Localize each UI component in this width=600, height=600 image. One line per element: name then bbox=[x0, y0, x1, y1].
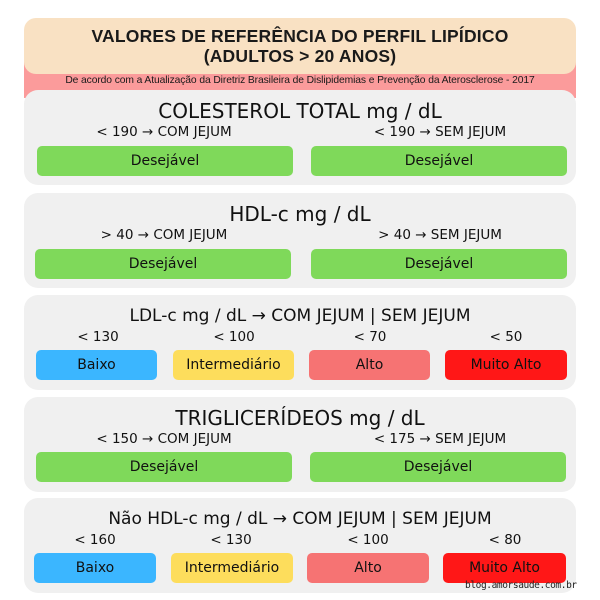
badge-alto: Alto bbox=[309, 350, 430, 380]
label-sem-jejum: > 40 → SEM JEJUM bbox=[378, 227, 502, 243]
card-title: LDL-c mg / dL → COM JEJUM | SEM JEJUM bbox=[129, 306, 471, 326]
label-com-jejum: > 40 → COM JEJUM bbox=[100, 227, 228, 243]
badge-intermediario: Intermediário bbox=[173, 350, 294, 380]
card-colesterol-total: COLESTEROL TOTAL mg / dL < 190 → COM JEJ… bbox=[24, 90, 576, 185]
badge-baixo: Baixo bbox=[36, 350, 157, 380]
level-value: < 130 bbox=[210, 532, 252, 548]
label-sem-jejum: < 190 → SEM JEJUM bbox=[373, 124, 507, 140]
header-panel: VALORES DE REFERÊNCIA DO PERFIL LIPÍDICO… bbox=[24, 18, 576, 74]
badge-desejavel-com-jejum: Desejável bbox=[35, 249, 291, 279]
level-value: < 100 bbox=[213, 329, 255, 345]
badge-muito-alto: Muito Alto bbox=[445, 350, 567, 380]
level-value: < 130 bbox=[77, 329, 119, 345]
card-title: HDL-c mg / dL bbox=[229, 202, 371, 226]
badge-desejavel-sem-jejum: Desejável bbox=[311, 146, 567, 176]
title-line-1: VALORES DE REFERÊNCIA DO PERFIL LIPÍDICO bbox=[91, 26, 509, 46]
card-ldl: LDL-c mg / dL → COM JEJUM | SEM JEJUM < … bbox=[24, 295, 576, 390]
level-value: < 70 bbox=[353, 329, 387, 345]
card-title: TRIGLICERÍDEOS mg / dL bbox=[175, 406, 425, 430]
card-nao-hdl: Não HDL-c mg / dL → COM JEJUM | SEM JEJU… bbox=[24, 498, 576, 593]
title-line-2: (ADULTOS > 20 ANOS) bbox=[203, 46, 397, 66]
badge-desejavel-com-jejum: Desejável bbox=[36, 452, 292, 482]
label-sem-jejum: < 175 → SEM JEJUM bbox=[373, 431, 507, 447]
label-com-jejum: < 150 → COM JEJUM bbox=[96, 431, 232, 447]
watermark: blog.amorsaude.com.br bbox=[465, 580, 577, 591]
badge-baixo: Baixo bbox=[34, 553, 156, 583]
level-value: < 80 bbox=[488, 532, 522, 548]
page-title: VALORES DE REFERÊNCIA DO PERFIL LIPÍDICO… bbox=[24, 18, 576, 66]
badge-desejavel-com-jejum: Desejável bbox=[37, 146, 293, 176]
card-title: Não HDL-c mg / dL → COM JEJUM | SEM JEJU… bbox=[108, 509, 492, 529]
badge-intermediario: Intermediário bbox=[171, 553, 293, 583]
level-value: < 50 bbox=[489, 329, 523, 345]
badge-desejavel-sem-jejum: Desejável bbox=[311, 249, 567, 279]
label-com-jejum: < 190 → COM JEJUM bbox=[96, 124, 232, 140]
badge-muito-alto: Muito Alto bbox=[443, 553, 566, 583]
card-hdl: HDL-c mg / dL > 40 → COM JEJUM > 40 → SE… bbox=[24, 193, 576, 288]
badge-alto: Alto bbox=[307, 553, 429, 583]
card-triglicerideos: TRIGLICERÍDEOS mg / dL < 150 → COM JEJUM… bbox=[24, 397, 576, 492]
level-value: < 160 bbox=[74, 532, 116, 548]
level-value: < 100 bbox=[347, 532, 389, 548]
badge-desejavel-sem-jejum: Desejável bbox=[310, 452, 566, 482]
card-title: COLESTEROL TOTAL mg / dL bbox=[158, 99, 442, 123]
source-subtitle: De acordo com a Atualização da Diretriz … bbox=[65, 75, 535, 86]
